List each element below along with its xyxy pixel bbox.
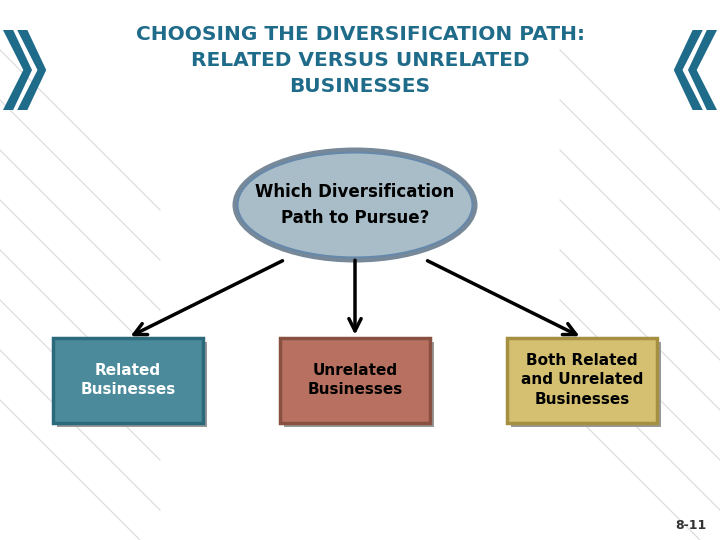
FancyBboxPatch shape [57,341,207,427]
FancyBboxPatch shape [284,341,434,427]
Text: Related
Businesses: Related Businesses [81,362,176,397]
Text: CHOOSING THE DIVERSIFICATION PATH:: CHOOSING THE DIVERSIFICATION PATH: [135,25,585,44]
Text: 8-11: 8-11 [675,519,706,532]
FancyBboxPatch shape [511,341,661,427]
Text: Unrelated
Businesses: Unrelated Businesses [307,362,402,397]
Text: Which Diversification: Which Diversification [256,183,454,201]
Polygon shape [17,30,46,110]
Ellipse shape [233,147,477,262]
Ellipse shape [238,152,472,258]
FancyBboxPatch shape [507,338,657,422]
Text: BUSINESSES: BUSINESSES [289,78,431,97]
Polygon shape [3,30,32,110]
Text: Both Related
and Unrelated
Businesses: Both Related and Unrelated Businesses [521,353,643,407]
FancyBboxPatch shape [53,338,203,422]
Polygon shape [688,30,717,110]
Text: RELATED VERSUS UNRELATED: RELATED VERSUS UNRELATED [191,51,529,71]
FancyBboxPatch shape [280,338,430,422]
Polygon shape [674,30,703,110]
Text: Path to Pursue?: Path to Pursue? [281,209,429,227]
